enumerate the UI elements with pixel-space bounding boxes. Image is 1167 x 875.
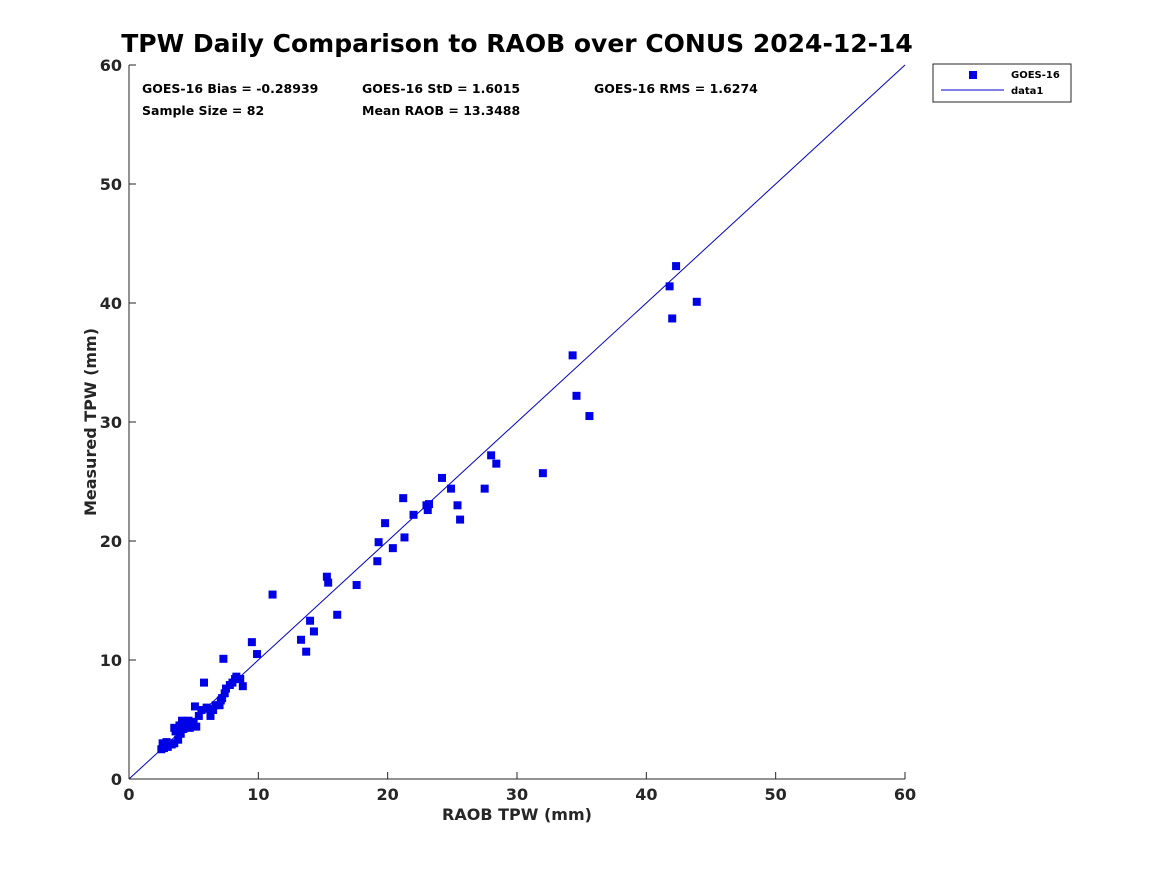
y-tick-label: 10 bbox=[100, 651, 122, 670]
x-tick-label: 20 bbox=[377, 785, 399, 804]
data-point bbox=[456, 515, 465, 524]
data-point bbox=[176, 729, 185, 738]
data-point bbox=[302, 647, 311, 656]
x-ticks: 0 10 20 30 40 50 60 bbox=[123, 772, 916, 804]
data-point bbox=[480, 484, 489, 493]
x-tick-label: 10 bbox=[247, 785, 269, 804]
series-line-data1 bbox=[128, 64, 906, 780]
y-tick-label: 20 bbox=[100, 532, 122, 551]
data-point bbox=[492, 459, 501, 468]
data-point bbox=[409, 510, 418, 519]
data-point bbox=[253, 650, 262, 659]
data-point bbox=[306, 616, 315, 625]
x-tick-label: 60 bbox=[894, 785, 916, 804]
x-tick-label: 50 bbox=[765, 785, 787, 804]
data-point bbox=[437, 473, 446, 482]
y-tick-label: 30 bbox=[100, 413, 122, 432]
y-tick-label: 50 bbox=[100, 175, 122, 194]
stat-sample-size: Sample Size = 82 bbox=[142, 103, 264, 118]
legend-label-data1: data1 bbox=[1011, 86, 1043, 97]
y-ticks: 0 10 20 30 40 50 60 bbox=[100, 56, 136, 789]
data-point bbox=[423, 506, 432, 515]
data-point bbox=[447, 484, 456, 493]
stat-std: GOES-16 StD = 1.6015 bbox=[362, 81, 520, 96]
legend: GOES-16 data1 bbox=[932, 63, 1072, 103]
data-point bbox=[189, 717, 198, 726]
data-point bbox=[399, 494, 408, 503]
chart-title: TPW Daily Comparison to RAOB over CONUS … bbox=[121, 29, 913, 58]
legend-label-goes16: GOES-16 bbox=[1011, 70, 1060, 81]
data-point bbox=[215, 701, 224, 710]
data-point bbox=[184, 716, 193, 725]
y-tick-label: 0 bbox=[111, 770, 122, 789]
data-point bbox=[219, 654, 228, 663]
data-point bbox=[425, 500, 434, 509]
data-point bbox=[352, 581, 361, 590]
data-point bbox=[192, 722, 201, 731]
y-tick-label: 40 bbox=[100, 294, 122, 313]
stats-annotations: GOES-16 Bias = -0.28939 GOES-16 StD = 1.… bbox=[142, 81, 758, 118]
data-point bbox=[268, 590, 277, 599]
data-point bbox=[324, 578, 333, 587]
stat-bias: GOES-16 Bias = -0.28939 bbox=[142, 81, 318, 96]
data-point bbox=[171, 727, 180, 736]
data-point bbox=[668, 314, 677, 323]
x-tick-label: 30 bbox=[506, 785, 528, 804]
axes: 0 10 20 30 40 50 60 0 10 20 30 40 50 60 bbox=[100, 56, 916, 804]
data-point bbox=[190, 702, 199, 711]
data-point bbox=[247, 638, 256, 647]
legend-marker-square bbox=[969, 71, 977, 79]
data-point bbox=[568, 351, 577, 360]
data-point bbox=[209, 705, 218, 714]
data-point bbox=[220, 689, 229, 698]
plot-area bbox=[128, 64, 906, 780]
x-axis-label: RAOB TPW (mm) bbox=[442, 805, 592, 824]
data-point bbox=[200, 678, 209, 687]
data-point bbox=[297, 635, 306, 644]
data-point bbox=[381, 519, 390, 528]
data-point bbox=[238, 682, 247, 691]
data-point bbox=[672, 262, 681, 271]
legend-box bbox=[932, 63, 1072, 103]
data-point bbox=[194, 711, 203, 720]
data-point bbox=[585, 412, 594, 421]
data-point bbox=[400, 533, 409, 542]
data-point bbox=[174, 735, 183, 744]
data-point bbox=[692, 297, 701, 306]
stat-mean-raob: Mean RAOB = 13.3488 bbox=[362, 103, 520, 118]
data-point bbox=[179, 725, 188, 734]
data-point bbox=[487, 451, 496, 460]
data-point bbox=[322, 572, 331, 581]
stat-rms: GOES-16 RMS = 1.6274 bbox=[594, 81, 758, 96]
data-point bbox=[453, 501, 462, 510]
y-axis-label: Measured TPW (mm) bbox=[81, 328, 100, 516]
y-tick-label: 60 bbox=[100, 56, 122, 75]
data-point bbox=[665, 282, 674, 291]
data-point bbox=[374, 538, 383, 547]
data-point bbox=[206, 711, 215, 720]
identity-line-series bbox=[128, 64, 906, 780]
data-point bbox=[373, 557, 382, 566]
data-point bbox=[388, 544, 397, 553]
data-point bbox=[162, 738, 171, 747]
data-point bbox=[197, 705, 206, 714]
data-point bbox=[309, 627, 318, 636]
x-tick-label: 0 bbox=[123, 785, 134, 804]
scatter-series-goes16 bbox=[157, 262, 701, 754]
data-point bbox=[218, 694, 227, 703]
data-point bbox=[572, 391, 581, 400]
data-point bbox=[538, 469, 547, 478]
x-tick-label: 40 bbox=[635, 785, 657, 804]
data-point bbox=[236, 675, 245, 684]
data-point bbox=[333, 610, 342, 619]
